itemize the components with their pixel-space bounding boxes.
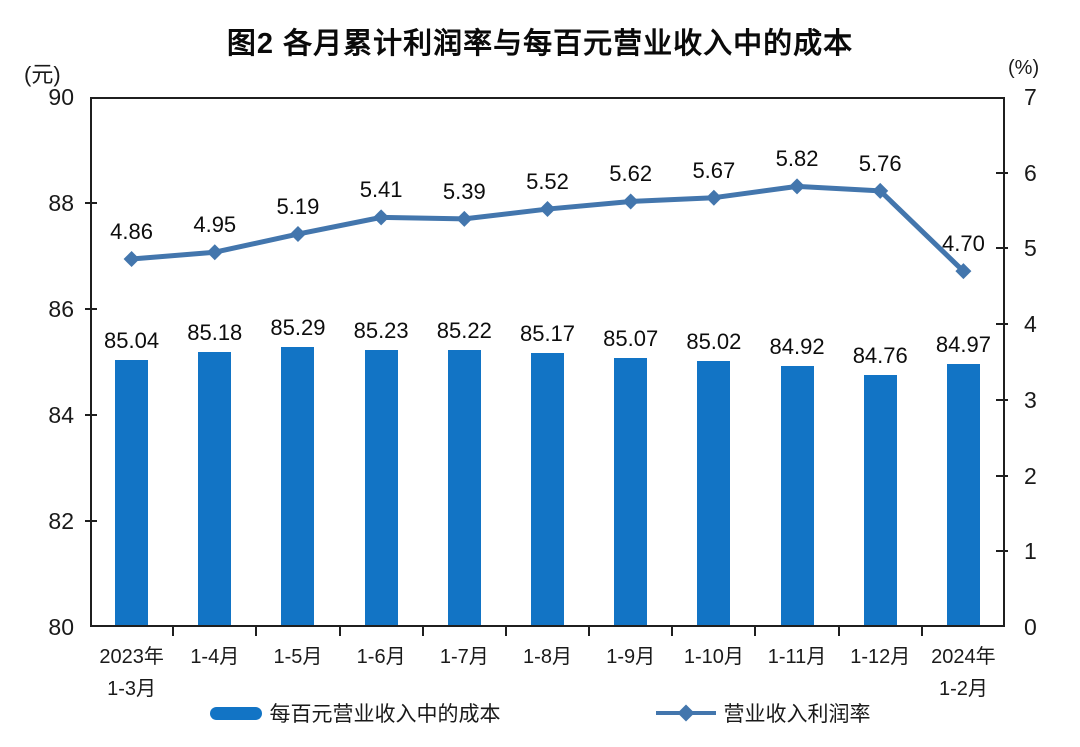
x-axis-category-label: 1-5月 (273, 646, 323, 668)
y-axis-tick-label-right: 6 (1024, 159, 1037, 186)
y-axis-tick-left (85, 520, 97, 522)
chart-title: 图2 各月累计利润率与每百元营业收入中的成本 (226, 28, 854, 60)
legend-item-profit-rate: 营业收入利润率 (655, 698, 871, 728)
x-axis-category-label: 2023年 1-3月 (99, 646, 164, 700)
bar-value-label: 85.18 (187, 320, 243, 346)
y-axis-tick-label-right: 3 (1024, 386, 1037, 413)
x-axis-tick (920, 627, 923, 636)
y-axis-tick-label-left: 82 (48, 508, 74, 534)
x-axis-tick (421, 627, 424, 636)
x-axis-category-label: 1-10月 (683, 646, 744, 668)
line-value-label: 5.62 (609, 161, 653, 187)
y-axis-tick-left (85, 202, 97, 204)
cost-bar (946, 363, 980, 627)
cost-bar (447, 350, 481, 627)
cost-bar (531, 352, 564, 627)
y-axis-tick-right (996, 171, 1008, 174)
bar-value-label: 85.29 (270, 314, 326, 340)
line-value-label: 4.86 (110, 219, 153, 245)
right-axis-unit-label: (%) (1008, 57, 1040, 79)
x-axis-tick (338, 627, 341, 636)
cost-bar (780, 366, 814, 627)
line-value-label: 4.70 (941, 231, 985, 257)
x-axis-tick (837, 627, 840, 636)
x-axis-category-label: 1-6月 (356, 646, 406, 668)
bar-value-label: 85.23 (353, 317, 409, 343)
y-axis-tick-left (85, 308, 97, 310)
cost-bar (697, 360, 731, 627)
y-axis-tick-right (996, 323, 1008, 326)
x-axis-tick (172, 627, 175, 636)
line-value-label: 5.19 (276, 194, 320, 220)
x-axis-category-label: 1-12月 (850, 646, 911, 668)
y-axis-tick-label-left: 90 (48, 84, 74, 110)
x-axis-tick (255, 627, 258, 636)
bar-value-label: 85.22 (436, 318, 492, 344)
line-value-label: 5.76 (858, 150, 902, 176)
x-axis-category-label: 1-4月 (190, 646, 240, 668)
y-axis-tick-label-left: 80 (48, 614, 74, 640)
y-axis-tick-label-right: 1 (1024, 538, 1037, 565)
line-series-swatch-icon (655, 704, 716, 722)
bar-series-swatch-icon (209, 706, 262, 720)
x-axis-category-label: 1-11月 (767, 646, 827, 668)
legend-label-cost: 每百元营业收入中的成本 (269, 703, 501, 726)
line-value-label: 5.39 (442, 178, 486, 204)
line-value-label: 5.67 (692, 157, 736, 183)
cost-bar (614, 358, 648, 627)
y-axis-tick-left (85, 414, 97, 416)
cost-bar (281, 346, 315, 627)
y-axis-tick-label-right: 0 (1024, 614, 1037, 640)
y-axis-tick-right (996, 247, 1008, 250)
bar-value-label: 84.92 (769, 334, 825, 360)
cost-bar (364, 349, 398, 627)
y-axis-tick-label-left: 86 (48, 296, 74, 322)
y-axis-tick-right (996, 550, 1008, 553)
y-axis-tick-label-left: 88 (48, 190, 74, 216)
y-axis-tick-right (996, 474, 1008, 477)
line-value-label: 4.95 (193, 212, 237, 238)
line-value-label: 5.41 (359, 177, 403, 203)
bar-value-label: 85.02 (686, 328, 742, 354)
y-axis-tick-label-right: 4 (1024, 311, 1037, 338)
legend-item-cost: 每百元营业收入中的成本 (209, 698, 501, 728)
x-axis-tick (754, 627, 757, 636)
x-axis-category-label: 2024年 1-2月 (931, 646, 996, 700)
cost-bar (115, 359, 149, 627)
bar-value-label: 85.17 (519, 320, 576, 346)
y-axis-tick-right (996, 398, 1008, 401)
diamond-marker-icon (677, 704, 694, 722)
bar-value-label: 84.97 (935, 331, 991, 357)
x-axis-category-label: 1-7月 (439, 646, 489, 668)
line-value-label: 5.52 (526, 169, 569, 195)
y-axis-tick-label-right: 2 (1024, 462, 1037, 489)
bar-value-label: 85.04 (104, 327, 160, 353)
legend: 每百元营业收入中的成本 营业收入利润率 (0, 698, 1080, 728)
y-axis-tick-label-right: 7 (1024, 84, 1037, 110)
y-axis-tick-label-left: 84 (48, 402, 74, 428)
bar-value-label: 85.07 (603, 326, 659, 352)
x-axis-category-label: 1-8月 (523, 646, 572, 668)
left-axis-unit-label: (元) (24, 62, 61, 87)
x-axis-tick (504, 627, 507, 636)
cost-bar (198, 352, 232, 627)
bar-value-label: 84.76 (852, 342, 908, 368)
legend-label-profit-rate: 营业收入利润率 (723, 703, 871, 726)
line-value-label: 5.82 (775, 146, 819, 172)
x-axis-tick (671, 627, 674, 636)
x-axis-tick (588, 627, 591, 636)
x-axis-category-label: 1-9月 (606, 646, 656, 668)
cost-bar (863, 374, 897, 627)
y-axis-tick-label-right: 5 (1024, 235, 1037, 262)
